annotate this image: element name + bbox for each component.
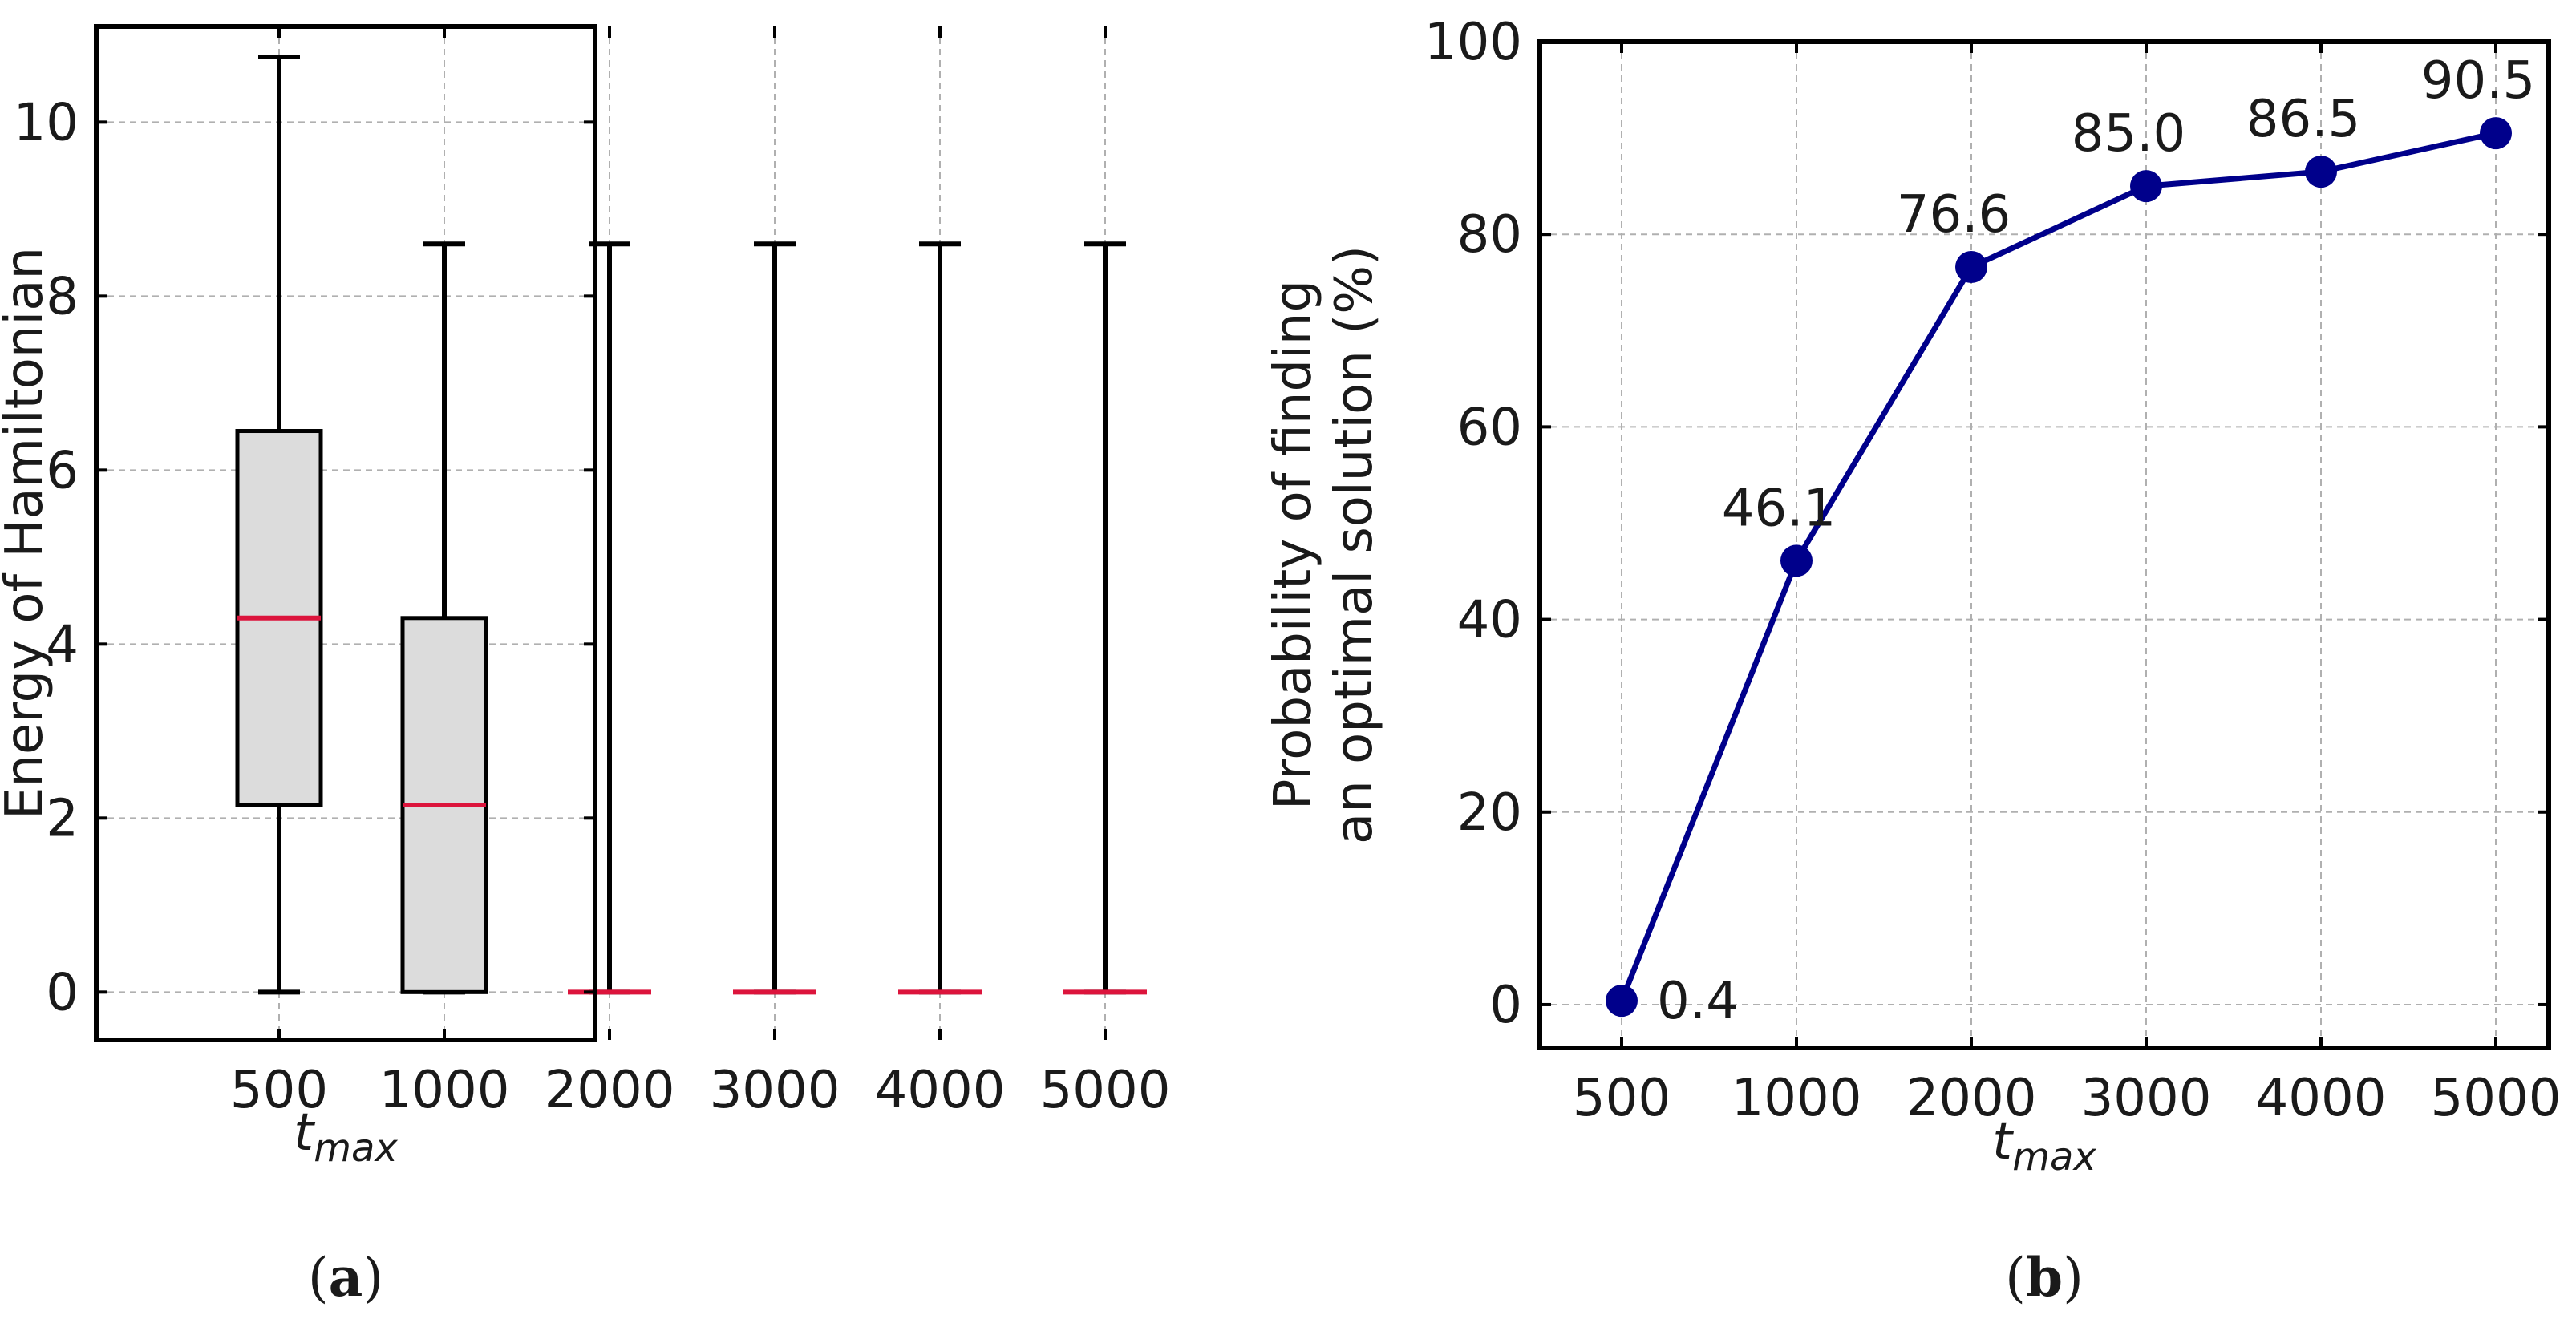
box-500	[235, 54, 323, 995]
y-axis-label: Probability of findingan optimal solutio…	[1264, 245, 1384, 844]
y-tick-label: 2	[46, 789, 79, 848]
panel-label-close: )	[363, 1247, 383, 1309]
x-tick-label: 5000	[1040, 1061, 1171, 1120]
y-tick-label: 60	[1457, 398, 1522, 457]
plot-frame	[94, 24, 597, 1042]
y-axis-label: Energy of Hamiltonian	[0, 247, 55, 819]
box-4000	[898, 241, 982, 995]
x-tick-label: 3000	[2081, 1069, 2212, 1128]
y-tick-label: 6	[46, 441, 79, 500]
x-tick-label: 2000	[1906, 1069, 2037, 1128]
data-point	[2480, 117, 2512, 150]
box-2000	[568, 241, 651, 995]
y-tick-label: 4	[46, 615, 79, 674]
box-3000	[733, 241, 816, 995]
panel-label: (b)	[2005, 1246, 2084, 1309]
axis-ticks: 0 2 4 6 8 10 500 1000 2000 3000 4000 5000	[14, 26, 1171, 1120]
x-axis-label: tmax	[1992, 1112, 2096, 1179]
grid-lines	[1540, 41, 2549, 1048]
data-label: 85.0	[2072, 104, 2186, 164]
box-plot-panel: 0 2 4 6 8 10 500 1000 2000 3000 4000 5000 Energy of…	[0, 24, 1171, 1309]
y-tick-label: 80	[1457, 205, 1522, 265]
data-label: 76.6	[1897, 185, 2011, 245]
y-tick-label: 20	[1457, 783, 1522, 843]
x-tick-label: 4000	[875, 1061, 1006, 1120]
data-label: 90.5	[2421, 51, 2536, 111]
panel-label-open: (	[308, 1247, 329, 1309]
series-line	[1618, 130, 2497, 1002]
x-axis-label-subscript: max	[2012, 1135, 2096, 1179]
plot-frame	[1537, 39, 2551, 1050]
panel-label: (a)	[308, 1246, 383, 1309]
x-tick-label: 4000	[2256, 1069, 2387, 1128]
x-axis-label-main: t	[1992, 1112, 2015, 1171]
y-axis-label-line-2: an optimal solution (%)	[1325, 245, 1384, 844]
x-tick-label: 500	[230, 1061, 328, 1120]
x-tick-label: 1000	[379, 1061, 510, 1120]
y-tick-label: 0	[1489, 976, 1522, 1035]
x-axis-label: tmax	[294, 1103, 398, 1171]
data-point	[2130, 170, 2162, 203]
data-label: 46.1	[1722, 479, 1837, 538]
data-point	[1606, 985, 1638, 1018]
y-tick-label: 40	[1457, 591, 1522, 650]
data-point	[1780, 544, 1813, 577]
x-tick-label: 2000	[545, 1061, 675, 1120]
x-tick-label: 1000	[1732, 1069, 1862, 1128]
x-tick-label: 5000	[2431, 1069, 2562, 1128]
x-tick-label: 500	[1573, 1069, 1671, 1128]
box-5000	[1063, 241, 1147, 995]
panel-label-letter: a	[329, 1246, 363, 1309]
box-1000	[400, 241, 488, 995]
y-tick-label: 8	[46, 267, 79, 326]
data-label: 0.4	[1657, 972, 1739, 1031]
panel-label-letter: b	[2026, 1246, 2063, 1309]
y-tick-label: 10	[14, 93, 79, 152]
x-axis-label-subscript: max	[314, 1126, 398, 1171]
x-tick-label: 3000	[710, 1061, 840, 1120]
panel-label-open: (	[2005, 1247, 2026, 1309]
data-point	[2305, 156, 2337, 188]
y-axis-label-line-1: Probability of finding	[1264, 280, 1323, 810]
x-axis-label-main: t	[294, 1103, 316, 1163]
y-tick-label: 100	[1424, 13, 1522, 72]
plot-area	[235, 54, 1147, 995]
data-point	[1955, 251, 1987, 284]
data-label: 86.5	[2246, 90, 2361, 149]
axis-ticks: 0 20 40 60 80 100 500 1000 2000 3000 4000 5000	[1424, 13, 2562, 1128]
line-chart-panel: 0.4 46.1 76.6 85.0 86.5 90.5 0 20 40 60 80 100 500 1…	[1264, 13, 2561, 1309]
plot-area: 0.4 46.1 76.6 85.0 86.5 90.5	[1606, 51, 2535, 1031]
panel-label-close: )	[2063, 1247, 2084, 1309]
y-tick-label: 0	[46, 963, 79, 1022]
